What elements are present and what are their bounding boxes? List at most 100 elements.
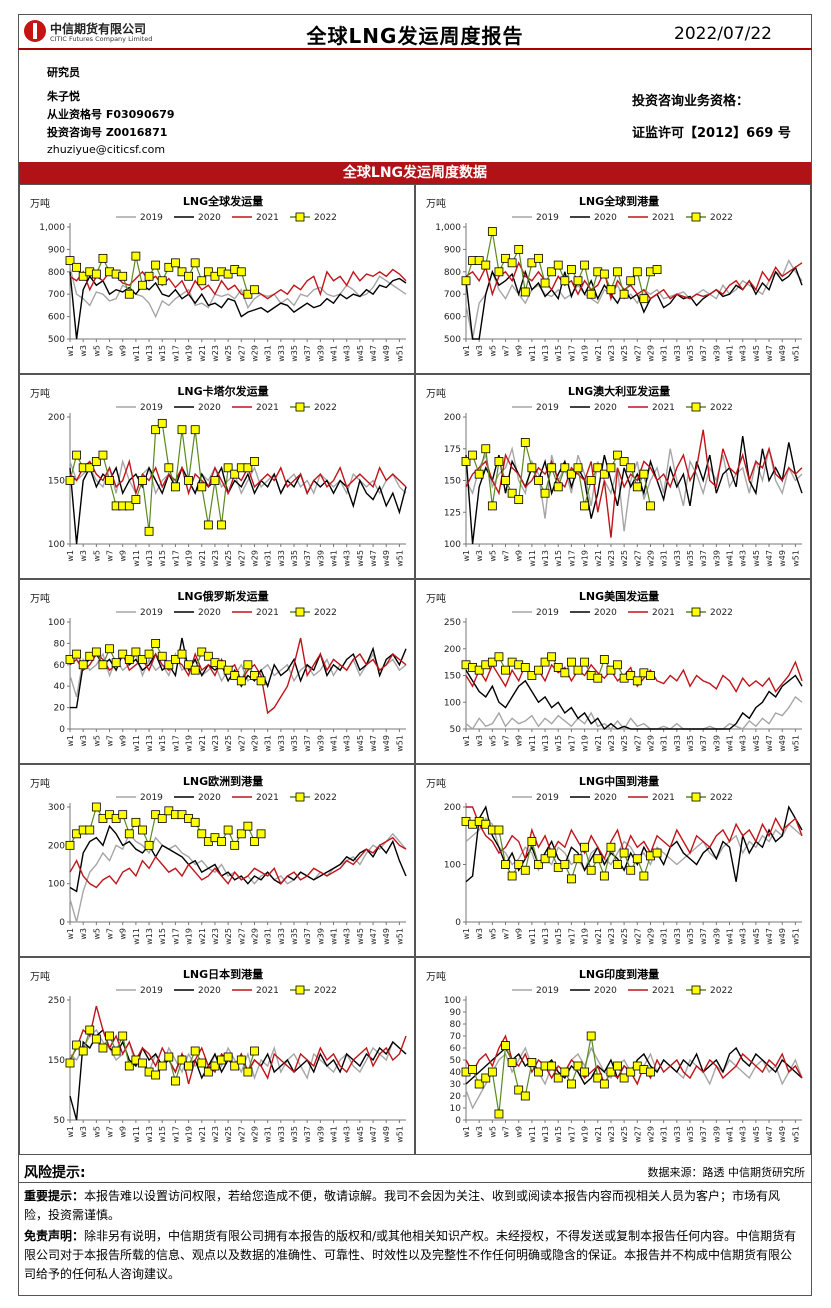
y-tick-label: 700 <box>444 290 461 300</box>
x-tick-label: w45 <box>356 928 365 945</box>
point-2022 <box>487 227 497 236</box>
y-unit-label: 万吨 <box>30 777 50 790</box>
chart-china-import: 万吨 LNG中国到港量 0 100 200 w1 w3 w5 w7 w9 w11 w13 w15 w17 w… <box>415 764 811 957</box>
x-tick-label: w3 <box>475 1126 484 1138</box>
x-tick-label: w41 <box>330 928 339 945</box>
y-tick-label: 150 <box>48 1056 65 1066</box>
point-2022 <box>190 665 200 675</box>
chart-title: LNG日本到港量 <box>183 967 263 981</box>
y-tick-label: 200 <box>444 413 461 423</box>
point-2022 <box>606 463 616 473</box>
point-2022 <box>85 463 95 473</box>
y-tick-label: 700 <box>48 290 65 300</box>
x-tick-label: w47 <box>369 550 378 567</box>
series-line-2019 <box>69 267 407 319</box>
point-2022 <box>236 676 246 686</box>
point-2022 <box>613 1061 622 1071</box>
point-2022 <box>72 649 81 659</box>
chart-title: LNG印度到港量 <box>579 967 659 981</box>
point-2022 <box>560 860 570 869</box>
point-2022 <box>619 457 629 466</box>
chart-global-export: 万吨 LNG全球发运量 500 600 700 800 900 1,000 w1 w3 w5 w7 w9… <box>19 184 415 374</box>
legend-marker-2022 <box>295 792 305 802</box>
legend-label-2019: 2019 <box>536 213 559 223</box>
x-tick-label: w45 <box>752 345 761 362</box>
x-tick-label: w15 <box>554 735 563 752</box>
series-line-2020 <box>69 824 407 893</box>
y-tick-label: 50 <box>450 1056 462 1066</box>
point-2022 <box>580 501 589 511</box>
x-tick-label: w31 <box>264 928 273 945</box>
point-2022 <box>613 450 622 460</box>
disclaimer-text: 除非另有说明，中信期货有限公司拥有本报告的版权和/或其他相关知识产权。未经授权，… <box>24 1229 797 1281</box>
point-2022 <box>514 860 524 869</box>
point-2022 <box>223 825 233 835</box>
point-2022 <box>210 271 220 281</box>
legend-label-2019: 2019 <box>140 608 163 618</box>
legend-label-2021: 2021 <box>256 213 279 223</box>
x-tick-label: w17 <box>171 550 180 567</box>
y-tick-label: 40 <box>450 1068 462 1078</box>
x-tick-label: w31 <box>264 1126 273 1143</box>
y-tick-label: 150 <box>444 672 461 682</box>
x-tick-label: w37 <box>303 928 312 945</box>
chart-india-import: 万吨 LNG印度到港量 0 10 20 30 40 50 60 70 80 90 100 w1 w3 w5 w7… <box>415 957 811 1155</box>
point-2022 <box>171 482 180 492</box>
x-tick-label: w9 <box>119 345 128 357</box>
point-2022 <box>144 271 154 281</box>
legend-label-2020: 2020 <box>198 608 221 618</box>
point-2022 <box>534 665 543 675</box>
x-tick-label: w39 <box>712 345 721 362</box>
x-tick-label: w19 <box>185 928 194 945</box>
legend-label-2022: 2022 <box>314 403 337 413</box>
point-2022 <box>580 260 589 270</box>
x-tick-label: w45 <box>752 928 761 945</box>
y-unit-label: 万吨 <box>426 970 446 983</box>
point-2022 <box>599 469 609 479</box>
x-tick-label: w7 <box>106 345 115 357</box>
point-2022 <box>461 276 471 286</box>
x-tick-label: w33 <box>673 345 682 362</box>
point-2022 <box>124 655 134 664</box>
x-tick-label: w35 <box>290 345 299 362</box>
series-line-2020 <box>465 669 803 731</box>
y-tick-label: 100 <box>444 540 461 550</box>
y-tick-label: 100 <box>48 540 65 550</box>
x-tick-label: w21 <box>594 550 603 567</box>
point-2022 <box>487 501 497 511</box>
important-notice: 重要提示：本报告难以设置访问权限，若给您造成不便，敬请谅解。我司不会因为关注、收… <box>24 1187 802 1225</box>
x-tick-label: w9 <box>515 345 524 357</box>
x-tick-label: w5 <box>488 345 497 357</box>
point-2022 <box>593 673 603 683</box>
point-2022 <box>520 865 530 875</box>
point-2022 <box>606 665 616 675</box>
x-tick-label: w49 <box>382 550 391 567</box>
point-2022 <box>91 1034 101 1044</box>
point-2022 <box>223 1052 233 1062</box>
y-tick-label: 80 <box>54 639 66 649</box>
point-2022 <box>501 860 510 869</box>
legend-marker-2022 <box>691 607 701 617</box>
point-2022 <box>250 285 259 295</box>
x-tick-label: w39 <box>712 1126 721 1143</box>
x-tick-label: w7 <box>502 550 511 562</box>
important-notice-label: 重要提示： <box>24 1189 85 1203</box>
x-tick-label: w37 <box>303 345 312 362</box>
chart-title: LNG全球发运量 <box>183 194 263 208</box>
point-2022 <box>626 1067 636 1077</box>
point-2022 <box>217 520 226 530</box>
y-tick-label: 40 <box>54 682 66 692</box>
point-2022 <box>534 476 543 485</box>
y-tick-label: 50 <box>450 725 462 735</box>
section-title-band: 全球LNG发运周度数据 <box>19 162 811 184</box>
point-2022 <box>560 668 570 678</box>
x-tick-label: w23 <box>211 1126 220 1143</box>
x-tick-label: w25 <box>620 735 629 752</box>
point-2022 <box>138 476 147 485</box>
x-tick-label: w1 <box>66 735 75 747</box>
point-2022 <box>593 854 603 864</box>
point-2022 <box>573 276 583 286</box>
point-2022 <box>250 671 259 680</box>
point-2022 <box>177 1055 187 1065</box>
x-tick-label: w37 <box>303 550 312 567</box>
